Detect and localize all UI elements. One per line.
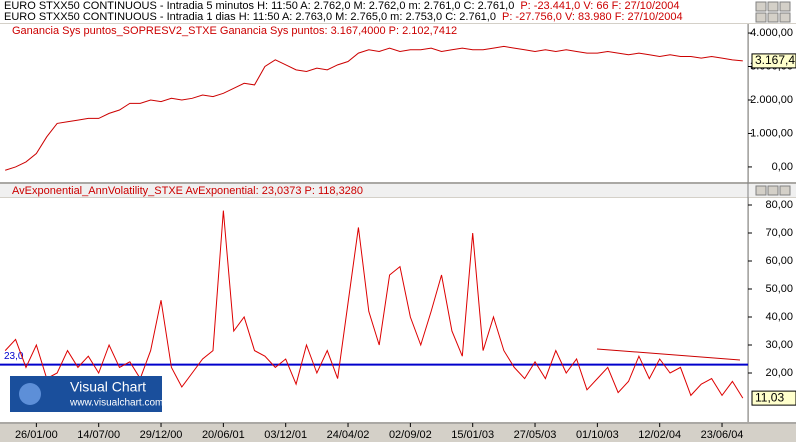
maximize-button[interactable]: [767, 1, 779, 12]
last-value-box: [751, 53, 796, 69]
trend-line: [596, 348, 741, 361]
x-tick-label: 29/12/00: [140, 429, 183, 441]
y-tick-label: 60,00: [765, 255, 793, 267]
close-button[interactable]: [779, 1, 791, 12]
x-tick-label: 27/05/03: [514, 429, 557, 441]
y-tick-label: 80,00: [765, 199, 793, 211]
last-value-label: 11,03: [755, 390, 784, 404]
logo: Visual Chart www.visualchart.com: [10, 376, 163, 412]
minimize-button[interactable]: [755, 1, 767, 12]
y-tick-label: 2.000,00: [750, 94, 793, 106]
last-value-box: [751, 390, 796, 406]
x-tick-label: 03/12/01: [264, 429, 307, 441]
header-extra: P: -23.441,0 V: 66 F: 27/10/2004: [520, 0, 679, 12]
y-tick-label: 20,00: [765, 367, 793, 379]
y-tick-label: 70,00: [765, 227, 793, 239]
series-line: [5, 45, 743, 171]
x-tick-label: 12/02/04: [638, 429, 681, 441]
series-line: [4, 210, 744, 399]
header-line: EURO STXX50 CONTINUOUS - Intradia 5 minu…: [4, 0, 680, 12]
panel-1: [0, 24, 748, 182]
last-value-label: 3.167,4: [755, 53, 795, 67]
reference-label: 23,0: [4, 351, 24, 362]
maximize-button[interactable]: [767, 185, 779, 196]
header-line: EURO STXX50 CONTINUOUS - Intradia 1 dias…: [4, 11, 683, 23]
close-button[interactable]: [779, 12, 791, 23]
maximize-button[interactable]: [767, 12, 779, 23]
panel-title: AvExponential_AnnVolatility_STXE AvExpon…: [12, 185, 363, 197]
header-main: EURO STXX50 CONTINUOUS - Intradia 1 dias…: [4, 11, 496, 23]
header-main: EURO STXX50 CONTINUOUS - Intradia 5 minu…: [4, 0, 514, 12]
close-button[interactable]: [779, 185, 791, 196]
y-tick-label: 1.000,00: [750, 127, 793, 139]
axis-2: [749, 198, 796, 422]
x-tick-label: 15/01/03: [451, 429, 494, 441]
y-tick-label: 30,00: [765, 339, 793, 351]
x-tick-label: 02/09/02: [389, 429, 432, 441]
minimize-button[interactable]: [755, 12, 767, 23]
x-tick-label: 24/04/02: [327, 429, 370, 441]
y-tick-label: 0,00: [772, 161, 793, 173]
header-extra: P: -27.756,0 V: 83.980 F: 27/10/2004: [502, 11, 683, 23]
x-tick-label: 20/06/01: [202, 429, 245, 441]
axis-1: [749, 24, 796, 182]
x-tick-label: 26/01/00: [15, 429, 58, 441]
minimize-button[interactable]: [755, 185, 767, 196]
y-tick-label: 40,00: [765, 311, 793, 323]
panel-2-header: [0, 184, 796, 197]
logo-icon: [19, 383, 41, 405]
x-tick-label: 23/06/04: [701, 429, 744, 441]
window-buttons[interactable]: [755, 1, 791, 196]
x-tick-label: 14/07/00: [77, 429, 120, 441]
x-tick-label: 01/10/03: [576, 429, 619, 441]
header-bar: [0, 0, 796, 23]
panel-title: Ganancia Sys puntos_SOPRESV2_STXE Gananc…: [12, 25, 457, 37]
y-tick-label: 50,00: [765, 283, 793, 295]
y-tick-label: 4.000,00: [750, 27, 793, 39]
logo-url: www.visualchart.com: [69, 398, 163, 409]
logo-title: Visual Chart: [70, 379, 146, 395]
